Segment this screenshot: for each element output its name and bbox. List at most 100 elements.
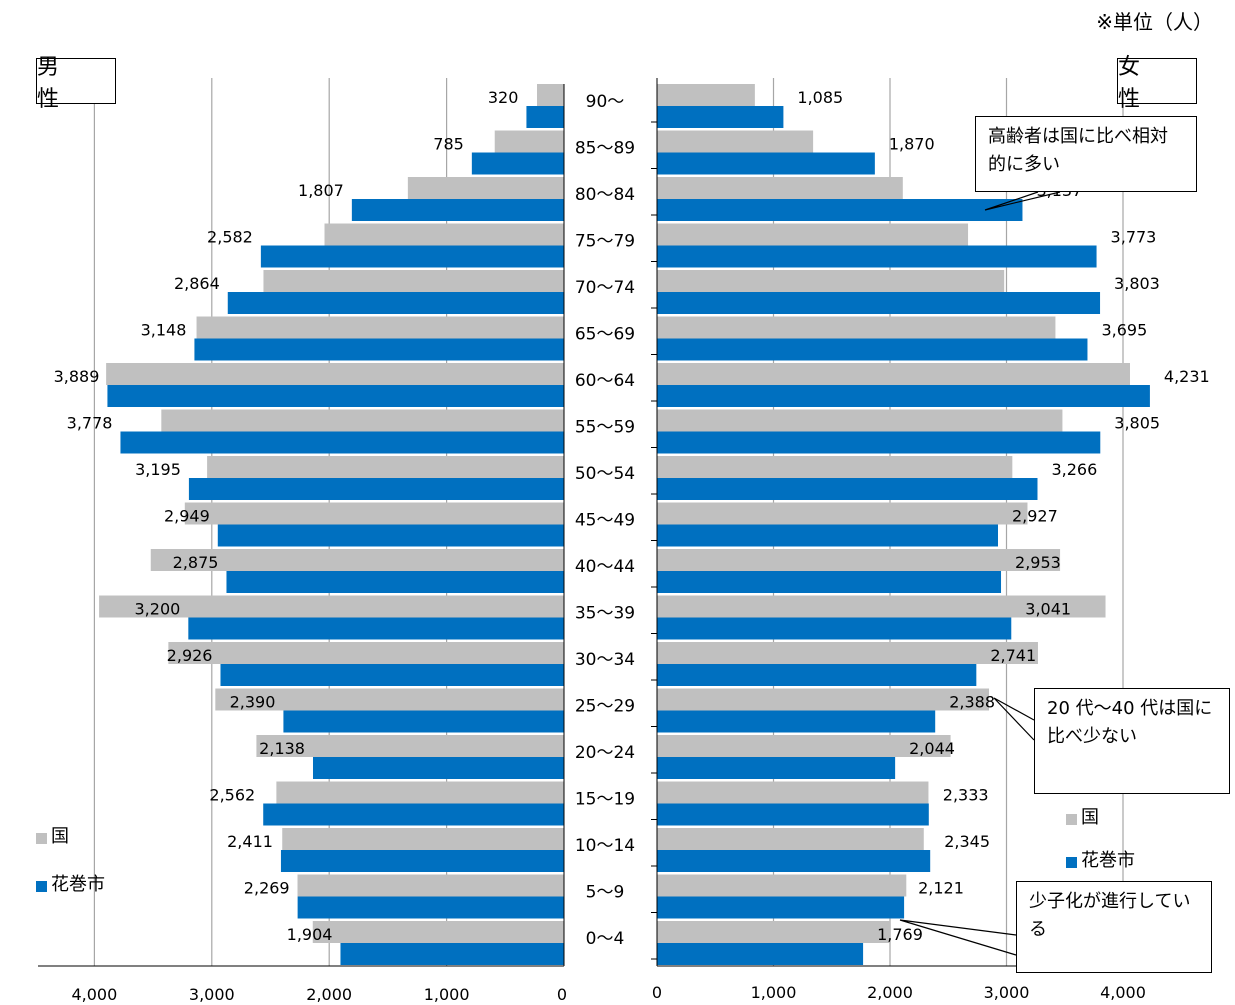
x-tick-female: 1,000 bbox=[751, 983, 797, 1002]
bar-male-national bbox=[207, 456, 564, 478]
category-label: 45～49 bbox=[575, 511, 635, 531]
data-label-male: 2,582 bbox=[207, 228, 253, 247]
bar-male-national bbox=[99, 595, 564, 618]
legend-swatch-national bbox=[1066, 813, 1077, 825]
legend-label: 花巻市 bbox=[1081, 850, 1135, 871]
axes: 4,000 3,000 2,000 1,000 0 0 1,000 2,000 3,000 4,0… bbox=[38, 78, 1180, 1004]
bar-female-city bbox=[657, 524, 998, 547]
legend-label: 花巻市 bbox=[51, 874, 105, 895]
bar-male-city bbox=[297, 896, 564, 919]
data-label-female: 4,231 bbox=[1164, 367, 1210, 386]
bar-male-city bbox=[471, 152, 564, 175]
legend-swatch-city bbox=[1066, 856, 1077, 868]
category-label: 55～59 bbox=[575, 418, 635, 438]
legend-label: 国 bbox=[1081, 807, 1099, 828]
bar-male-national bbox=[263, 270, 564, 292]
callout-pointer-elderly bbox=[984, 191, 1061, 211]
bar-female-national bbox=[657, 316, 1056, 339]
bar-male-national bbox=[276, 781, 564, 804]
x-tick-female: 3,000 bbox=[984, 983, 1030, 1002]
category-label: 90～ bbox=[586, 92, 625, 112]
data-label-male: 3,148 bbox=[141, 321, 187, 340]
bar-female-national bbox=[657, 84, 755, 106]
bar-female-national bbox=[657, 781, 929, 804]
bar-male-city bbox=[226, 571, 564, 593]
bar-male-national bbox=[536, 84, 564, 106]
data-label-female: 3,803 bbox=[1114, 274, 1160, 293]
bar-female-national bbox=[657, 642, 1038, 664]
data-label-female: 2,333 bbox=[943, 786, 989, 805]
bar-female-city bbox=[657, 478, 1038, 500]
bar-female-city bbox=[657, 106, 784, 128]
category-label: 75～79 bbox=[575, 232, 635, 252]
bar-male-city bbox=[280, 850, 564, 872]
data-label-male: 2,875 bbox=[173, 553, 219, 572]
bar-male-national bbox=[312, 921, 564, 943]
bar-female-city bbox=[657, 803, 929, 826]
bar-female-city bbox=[657, 617, 1012, 640]
bar-female-city bbox=[657, 292, 1101, 314]
bar-male-city bbox=[351, 199, 564, 221]
data-label-male: 2,138 bbox=[259, 739, 305, 758]
data-label-female: 2,044 bbox=[909, 739, 955, 758]
bar-female-city bbox=[657, 431, 1101, 454]
legend-city-left: 花巻市 bbox=[36, 870, 105, 896]
bar-male-national bbox=[407, 177, 564, 199]
bar-male-city bbox=[107, 385, 564, 407]
bar-male-city bbox=[526, 106, 564, 128]
x-tick-male: 0 bbox=[557, 985, 567, 1004]
category-label: 60～64 bbox=[575, 371, 635, 391]
bar-male-city bbox=[283, 710, 564, 733]
bar-male-national bbox=[161, 409, 564, 432]
data-label-female: 2,953 bbox=[1015, 553, 1061, 572]
data-label-female: 3,773 bbox=[1111, 228, 1157, 247]
bar-female-national bbox=[657, 456, 1013, 478]
bar-female-national bbox=[657, 409, 1063, 432]
bar-female-national bbox=[657, 177, 903, 199]
data-label-female: 1,870 bbox=[889, 135, 935, 154]
data-label-female: 3,695 bbox=[1101, 321, 1147, 340]
bar-female-city bbox=[657, 571, 1002, 593]
bar-male-city bbox=[194, 338, 564, 361]
bar-male-national bbox=[150, 549, 564, 571]
bar-male-national bbox=[324, 223, 564, 246]
callout-pointers bbox=[899, 191, 1061, 956]
bar-female-city bbox=[657, 385, 1150, 407]
bar-male-national bbox=[494, 130, 564, 153]
bar-male-national bbox=[256, 735, 564, 757]
data-label-female: 3,805 bbox=[1114, 414, 1160, 433]
data-label-male: 785 bbox=[433, 135, 464, 154]
legend-label: 国 bbox=[51, 826, 69, 847]
x-tick-female: 2,000 bbox=[867, 983, 913, 1002]
category-label: 10～14 bbox=[575, 836, 635, 856]
callout-pointer-birthrate bbox=[899, 919, 1017, 956]
bar-male-national bbox=[297, 874, 564, 897]
data-label-male: 2,390 bbox=[230, 693, 276, 712]
bar-male-city bbox=[260, 245, 564, 268]
bar-female-city bbox=[657, 245, 1097, 268]
legend-city-right: 花巻市 bbox=[1066, 846, 1135, 872]
category-label: 5～9 bbox=[586, 883, 625, 903]
data-label-male: 2,864 bbox=[174, 274, 220, 293]
data-label-male: 2,562 bbox=[209, 786, 255, 805]
x-tick-male: 4,000 bbox=[71, 985, 117, 1004]
data-label-female: 1,085 bbox=[797, 88, 843, 107]
legend-national-left: 国 bbox=[36, 822, 69, 848]
bar-male-city bbox=[263, 803, 564, 826]
bar-female-national bbox=[657, 549, 1061, 571]
x-tick-male: 1,000 bbox=[424, 985, 470, 1004]
category-label: 80～84 bbox=[575, 185, 635, 205]
data-label-male: 1,807 bbox=[298, 181, 344, 200]
data-label-female: 2,388 bbox=[949, 693, 995, 712]
bar-male-city bbox=[220, 664, 564, 686]
female-label: 女 性 bbox=[1117, 55, 1197, 112]
bar-male-national bbox=[106, 363, 564, 385]
legend-swatch-city bbox=[36, 880, 47, 892]
category-label: 40～44 bbox=[575, 557, 635, 577]
category-label: 20～24 bbox=[575, 743, 635, 763]
bar-female-city bbox=[657, 338, 1088, 361]
bar-female-national bbox=[657, 921, 890, 943]
bar-female-national bbox=[657, 595, 1106, 618]
bar-female-city bbox=[657, 710, 936, 733]
